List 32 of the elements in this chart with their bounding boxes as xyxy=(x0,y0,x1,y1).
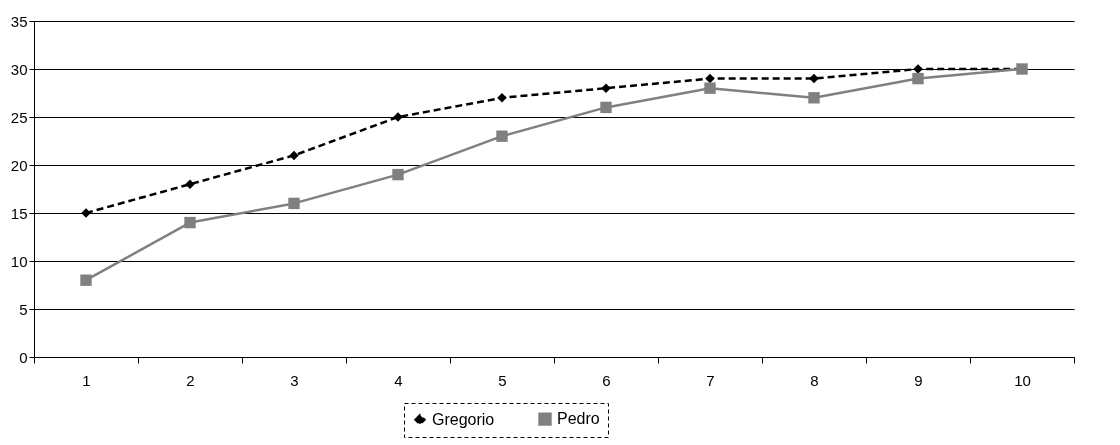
point xyxy=(80,274,92,286)
y-tick-label: 10 xyxy=(10,252,28,270)
point xyxy=(912,72,924,85)
x-tick-label: 5 xyxy=(498,371,507,389)
x-tick-label: 6 xyxy=(602,371,611,389)
x-tick-label: 10 xyxy=(1014,371,1031,389)
x-tick-label: 2 xyxy=(186,371,195,389)
point xyxy=(288,197,300,210)
y-tick-label: 25 xyxy=(10,108,28,126)
legend-label: Pedro xyxy=(557,410,600,428)
point xyxy=(392,168,404,181)
legend-label: Gregorio xyxy=(432,410,495,428)
point xyxy=(809,73,819,84)
point xyxy=(704,82,716,94)
x-tick-label: 8 xyxy=(810,371,819,389)
y-tick-label: 15 xyxy=(10,204,28,222)
y-tick-label: 0 xyxy=(19,348,28,366)
x-tick-label: 3 xyxy=(290,371,299,389)
y-tick-label: 30 xyxy=(10,60,28,78)
point xyxy=(184,216,196,229)
y-tick-label: 5 xyxy=(19,300,28,318)
y-tick-label: 35 xyxy=(10,12,28,30)
point xyxy=(705,73,715,84)
point xyxy=(808,92,820,104)
x-tick-label: 1 xyxy=(82,371,91,389)
x-tick-label: 4 xyxy=(394,371,403,389)
x-tick-label: 9 xyxy=(914,371,923,389)
x-tick-label: 7 xyxy=(706,371,715,389)
point xyxy=(289,150,299,161)
y-tick-label: 20 xyxy=(10,156,28,174)
point xyxy=(496,130,508,142)
point xyxy=(600,101,612,114)
